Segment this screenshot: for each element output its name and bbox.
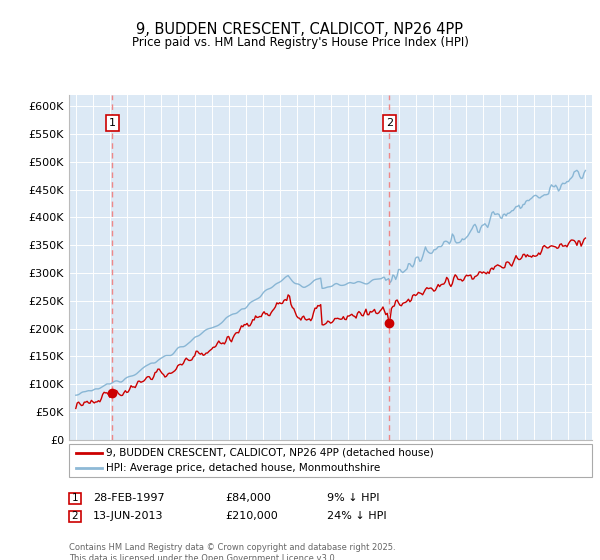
Text: 2: 2 <box>71 511 79 521</box>
Text: Price paid vs. HM Land Registry's House Price Index (HPI): Price paid vs. HM Land Registry's House … <box>131 36 469 49</box>
Text: 13-JUN-2013: 13-JUN-2013 <box>93 511 163 521</box>
Text: £210,000: £210,000 <box>225 511 278 521</box>
Text: 1: 1 <box>109 118 116 128</box>
Text: 9, BUDDEN CRESCENT, CALDICOT, NP26 4PP (detached house): 9, BUDDEN CRESCENT, CALDICOT, NP26 4PP (… <box>106 448 434 458</box>
Text: Contains HM Land Registry data © Crown copyright and database right 2025.
This d: Contains HM Land Registry data © Crown c… <box>69 543 395 560</box>
Text: 24% ↓ HPI: 24% ↓ HPI <box>327 511 386 521</box>
Text: HPI: Average price, detached house, Monmouthshire: HPI: Average price, detached house, Monm… <box>106 463 380 473</box>
Text: 28-FEB-1997: 28-FEB-1997 <box>93 493 164 503</box>
Text: 9% ↓ HPI: 9% ↓ HPI <box>327 493 380 503</box>
Text: £84,000: £84,000 <box>225 493 271 503</box>
Text: 1: 1 <box>71 493 79 503</box>
Text: 9, BUDDEN CRESCENT, CALDICOT, NP26 4PP: 9, BUDDEN CRESCENT, CALDICOT, NP26 4PP <box>137 22 464 38</box>
Text: 2: 2 <box>386 118 393 128</box>
